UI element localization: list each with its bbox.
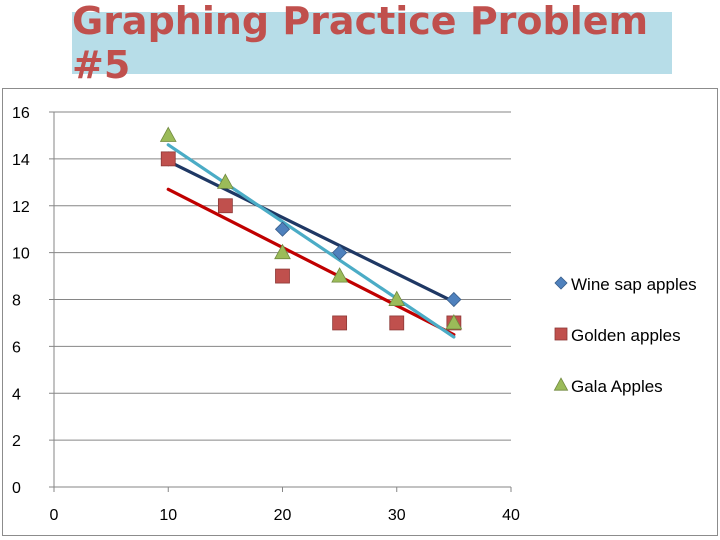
point-triangle-2-3	[331, 267, 348, 283]
y-tick-label: 12	[12, 199, 30, 216]
trendline-0	[166, 159, 456, 304]
y-tick-label: 10	[12, 246, 30, 263]
legend-marker-2	[553, 377, 569, 391]
page-title: Graphing Practice Problem #5	[72, 0, 649, 87]
data-points	[159, 126, 463, 331]
point-triangle-2-1	[217, 173, 234, 189]
x-tick-label: 30	[388, 507, 406, 524]
x-tick-label: 0	[50, 507, 59, 524]
title-banner: Graphing Practice Problem #5	[72, 0, 672, 87]
point-square-1-4	[389, 315, 405, 331]
legend-entry-label: Wine sap apples	[571, 275, 697, 294]
x-tick-label: 40	[502, 507, 520, 524]
tick-labels: 0 10 20 30 40 0 2 4 6 8 10 12 14 16	[12, 105, 520, 524]
legend-marker-0	[554, 276, 568, 290]
legend: Wine sap apples Golden apples Gala Apples	[553, 275, 697, 396]
point-triangle-2-4	[388, 290, 406, 306]
point-triangle-2-5	[445, 314, 463, 330]
y-tick-label: 16	[12, 105, 30, 122]
y-tick-label: 8	[12, 293, 21, 310]
axes	[49, 111, 512, 492]
point-square-1-0	[160, 151, 176, 167]
trendline-2	[166, 143, 456, 339]
point-triangle-2-2	[274, 243, 291, 260]
point-square-1-1	[217, 198, 233, 214]
point-triangle-2-0	[159, 126, 177, 142]
x-tick-label: 20	[274, 507, 292, 524]
trendlines	[166, 143, 456, 339]
y-tick-label: 14	[12, 152, 30, 169]
x-tick-label: 10	[159, 507, 177, 524]
y-tick-label: 2	[12, 433, 21, 450]
y-tick-label: 4	[12, 386, 21, 403]
chart-frame	[2, 88, 718, 536]
legend-marker-1	[554, 327, 568, 341]
point-diamond-0-3	[446, 291, 462, 308]
gridlines	[54, 111, 511, 441]
point-diamond-0-2	[332, 245, 348, 261]
y-tick-label: 6	[12, 339, 21, 356]
legend-entry-label: Gala Apples	[571, 377, 663, 396]
legend-entry-label: Golden apples	[571, 326, 681, 345]
point-square-1-2	[275, 268, 290, 284]
trendline-1	[166, 187, 456, 337]
point-diamond-0-1	[274, 221, 291, 237]
point-square-1-3	[332, 315, 348, 331]
y-tick-label: 0	[12, 480, 21, 497]
